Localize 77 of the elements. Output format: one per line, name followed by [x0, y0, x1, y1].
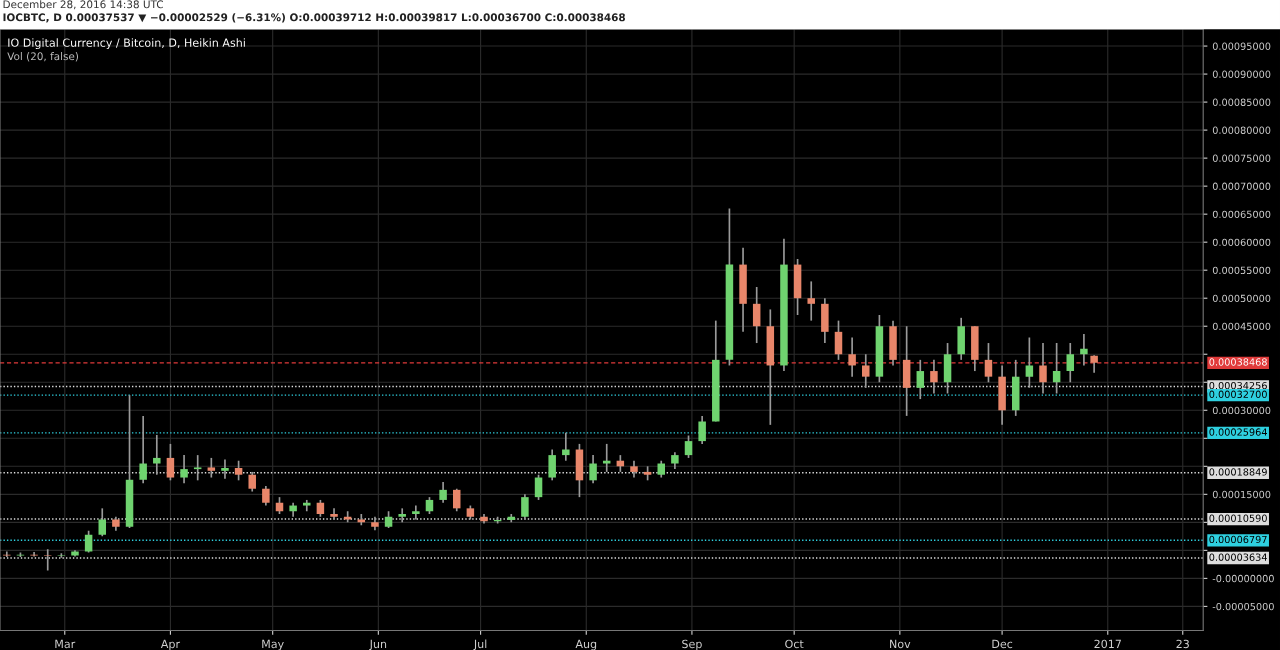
y-tick-label: -0.00005000	[1212, 602, 1274, 611]
ref-line-label: 0.00018849	[1209, 468, 1267, 476]
candlestick	[807, 280, 815, 322]
candlestick	[984, 342, 993, 384]
candlestick	[207, 457, 216, 479]
y-tick-label: 0.00090000	[1212, 70, 1271, 78]
y-tick-label: 0.00060000	[1212, 238, 1271, 247]
y-tick-label: 0.00015000	[1212, 490, 1271, 499]
candlestick	[930, 359, 938, 395]
y-tick-label: 0.00030000	[1212, 406, 1271, 415]
y-tick-label: 0.00055000	[1212, 266, 1271, 275]
x-tick-label: May	[262, 639, 284, 650]
ref-line-label: 0.00032700	[1209, 390, 1267, 398]
y-tick-label: 0.00045000	[1212, 322, 1271, 331]
candlestick	[193, 454, 202, 482]
annotation: Vol (20, false)	[7, 52, 79, 62]
candlestick	[602, 443, 611, 473]
candlestick	[562, 431, 570, 462]
candlestick	[548, 448, 556, 482]
candlestick	[234, 459, 243, 482]
x-tick-label: Nov	[890, 639, 911, 649]
y-tick-label: 0.00065000	[1212, 210, 1271, 218]
candlestick	[1052, 342, 1061, 395]
candlestick	[752, 286, 761, 344]
candlestick	[139, 415, 147, 484]
candlestick	[698, 415, 706, 445]
candlestick	[834, 319, 843, 361]
candlestick	[439, 481, 447, 504]
y-tick-label: 0.00075000	[1212, 154, 1271, 162]
x-tick-label: Aug	[575, 639, 597, 650]
ref-line-label: 0.00025964	[1209, 428, 1267, 436]
candlestick	[166, 443, 175, 482]
candlestick	[589, 454, 597, 484]
ref-line-label: 0.00010590	[1209, 514, 1267, 522]
text: IO Digital Currency / Bitcoin, D, Heikin Ashi	[8, 38, 245, 50]
candlestick	[98, 507, 106, 538]
candlestick	[153, 434, 161, 476]
chart-subtitle: IOCBTC, D 0.00037537 ▼ −0.00002529 (−6.31%) O:0.00039712 H:0.00039817 L:0.00036700 C:0.00038468	[3, 13, 625, 23]
candlestick	[262, 485, 270, 507]
candlestick	[521, 493, 529, 521]
y-tick-label: -0.00000000	[1212, 574, 1274, 583]
candlestick	[412, 504, 420, 521]
candlestick	[330, 507, 338, 521]
y-tick-label: 0.00095000	[1212, 42, 1271, 50]
x-tick-label: 23	[1176, 639, 1189, 649]
candlestick	[180, 454, 188, 484]
y-tick-label: 0.00080000	[1212, 126, 1271, 134]
ref-line-label: 0.00006797	[1209, 535, 1267, 544]
candlestick	[43, 548, 52, 572]
x-tick-label: Apr	[160, 639, 181, 650]
candlestick	[398, 507, 406, 524]
candlestick	[221, 458, 229, 480]
x-tick-label: 2017	[1094, 639, 1121, 649]
ref-line-label: 0.00038468	[1209, 358, 1267, 366]
candlestick	[1066, 342, 1075, 384]
candlestick	[848, 336, 856, 378]
text: December 28, 2016 14:38 UTC	[3, 0, 163, 10]
candlestick	[452, 487, 461, 512]
x-tick-label: Oct	[785, 639, 804, 649]
candlestick	[684, 434, 693, 459]
y-tick-label: 0.00050000	[1212, 294, 1271, 303]
x-tick-label: Jun	[369, 639, 387, 650]
candlestick	[916, 359, 925, 400]
candlestick	[1080, 333, 1088, 367]
candlestick	[862, 353, 870, 389]
candlestick	[248, 471, 256, 493]
x-tick-label: Sep	[682, 639, 702, 650]
x-tick-label: Jul	[473, 639, 487, 650]
candlestick	[534, 473, 543, 501]
candlestick	[1025, 336, 1034, 389]
x-tick-label: Dec	[992, 639, 1013, 649]
ref-line-label: 0.00003634	[1209, 553, 1267, 561]
ref-line-label: 0.00034256	[1209, 381, 1267, 390]
candlestick	[1039, 342, 1047, 395]
y-tick-label: 0.00085000	[1212, 98, 1271, 106]
x-tick-label: Mar	[55, 639, 76, 649]
y-tick-label: 0.00070000	[1212, 182, 1271, 190]
